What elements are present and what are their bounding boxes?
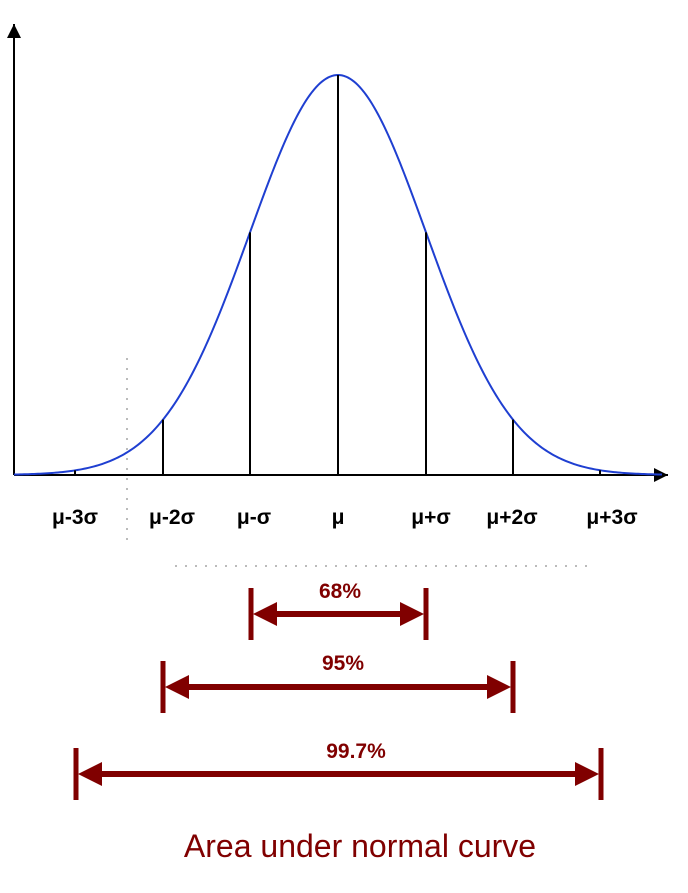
tick-label-mu-plus-sigma: μ+σ bbox=[411, 506, 450, 529]
sigma-lines bbox=[74, 75, 601, 475]
range-arrow-95 bbox=[160, 661, 516, 713]
range-arrow-68 bbox=[248, 588, 429, 640]
range-label-99-7: 99.7% bbox=[326, 740, 386, 763]
tick-label-mu-minus-sigma: μ-σ bbox=[237, 506, 271, 529]
tick-labels: μ-3σ μ-2σ μ-σ μ μ+σ μ+2σ μ+3σ bbox=[52, 506, 638, 529]
range-arrows bbox=[73, 588, 604, 800]
caption: Area under normal curve bbox=[184, 828, 536, 864]
tick-label-mu-plus-3sigma: μ+3σ bbox=[586, 506, 637, 529]
tick-label-mu-plus-2sigma: μ+2σ bbox=[486, 506, 537, 529]
tick-label-mu: μ bbox=[332, 506, 345, 529]
tick-label-mu-minus-2sigma: μ-2σ bbox=[149, 506, 195, 529]
tick-label-mu-minus-3sigma: μ-3σ bbox=[52, 506, 98, 529]
range-label-95: 95% bbox=[322, 652, 364, 675]
range-label-68: 68% bbox=[319, 580, 361, 603]
range-arrow-99-7 bbox=[73, 748, 604, 800]
